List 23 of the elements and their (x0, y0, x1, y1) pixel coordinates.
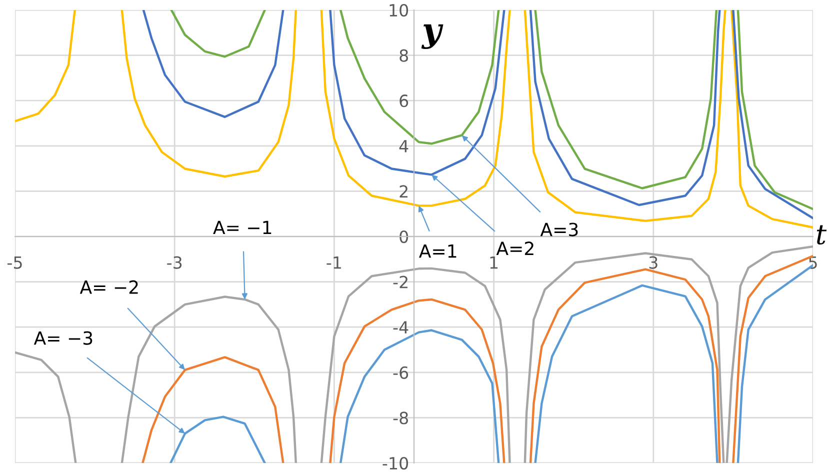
y-tick-label: -2 (393, 276, 408, 288)
y-tick-label: 2 (400, 185, 408, 198)
y-tick-label: 4 (399, 140, 408, 152)
y-tick-label: 10 (390, 4, 408, 17)
annotation: A=3 (540, 222, 578, 236)
x-tick-label: -5 (8, 256, 22, 269)
y-tick-label: -6 (393, 366, 408, 379)
x-tick-label: -1 (326, 256, 341, 269)
annotation: A= −1 (213, 220, 272, 234)
annotation: A=2 (496, 242, 534, 255)
annotation: A=1 (419, 244, 456, 258)
y-tick-label: -10 (382, 456, 408, 470)
y-tick-label: 6 (400, 94, 408, 108)
y-axis-title: y (421, 24, 444, 50)
x-tick-label: -3 (167, 256, 182, 269)
y-tick-label: 8 (400, 49, 408, 62)
y-tick-label: -4 (393, 321, 408, 334)
y-tick-label: -8 (393, 412, 408, 424)
annotation: A= −3 (34, 331, 92, 345)
x-tick-label: 1 (490, 256, 498, 269)
x-tick-label: 3 (649, 256, 658, 269)
annotation: A= −2 (80, 280, 138, 294)
x-axis-title: t (816, 225, 827, 245)
